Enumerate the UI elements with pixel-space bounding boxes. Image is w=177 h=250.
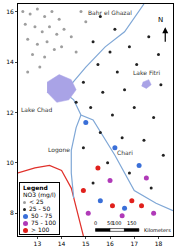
html-text:50 - 75: 50 - 75 <box>31 212 53 219</box>
svg-text:50: 50 <box>107 220 113 226</box>
html-text:75 - 100: 75 - 100 <box>31 219 57 226</box>
svg-text:16: 16 <box>6 8 14 15</box>
svg-text:15: 15 <box>82 240 90 247</box>
svg-text:100: 100 <box>112 220 122 226</box>
svg-text:16: 16 <box>106 240 114 247</box>
svg-text:17: 17 <box>130 240 138 247</box>
svg-text:14: 14 <box>58 240 66 247</box>
svg-text:Lake Fitri: Lake Fitri <box>133 69 160 76</box>
svg-text:Lake Chad: Lake Chad <box>21 106 53 113</box>
svg-text:14: 14 <box>6 58 14 65</box>
html-text:< 25: < 25 <box>29 198 44 205</box>
html-text:25 - 50: 25 - 50 <box>29 205 51 212</box>
svg-text:12: 12 <box>6 109 14 116</box>
svg-text:Kilometers: Kilometers <box>144 227 171 233</box>
svg-text:13: 13 <box>34 240 42 247</box>
svg-text:Chari: Chari <box>117 149 133 156</box>
svg-text:Bahr el Ghazal: Bahr el Ghazal <box>88 9 132 16</box>
html-text:> 100: > 100 <box>31 226 50 233</box>
svg-text:N: N <box>158 16 163 24</box>
svg-text:Logone: Logone <box>48 146 70 154</box>
svg-text:0: 0 <box>94 220 97 226</box>
svg-text:10: 10 <box>6 159 14 166</box>
html-text:Legend: Legend <box>23 184 48 191</box>
html-text:NO3 (mg/l): NO3 (mg/l) <box>23 191 56 198</box>
svg-text:8: 8 <box>10 209 14 216</box>
svg-text:18: 18 <box>155 240 163 247</box>
svg-text:150: 150 <box>127 220 137 226</box>
